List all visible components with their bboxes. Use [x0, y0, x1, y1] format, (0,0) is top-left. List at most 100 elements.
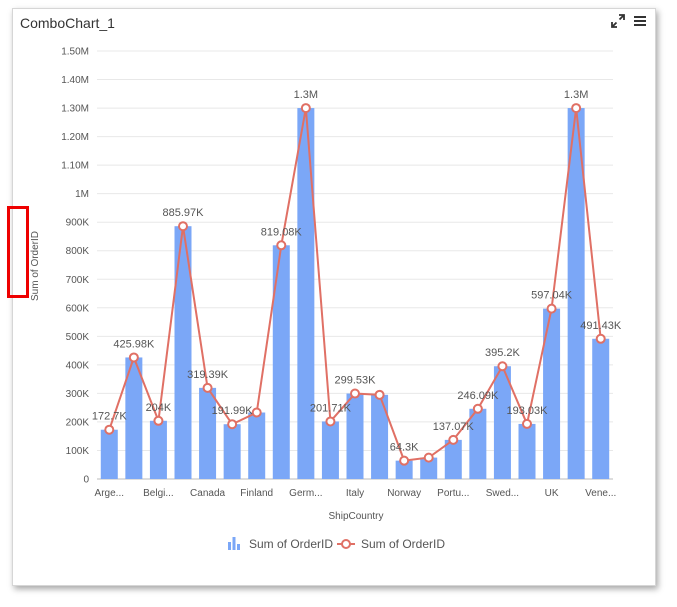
data-label: 597.04K — [531, 290, 573, 302]
bar[interactable] — [493, 366, 511, 479]
bar[interactable] — [199, 387, 217, 479]
x-tick-label: Vene... — [585, 488, 616, 499]
bar[interactable] — [444, 439, 462, 479]
line-point[interactable] — [546, 303, 557, 314]
x-tick-label: Norway — [387, 488, 421, 499]
bar[interactable] — [297, 108, 315, 480]
x-tick-label: Swed... — [486, 488, 519, 499]
data-label: 395.2K — [485, 347, 521, 359]
bar[interactable] — [223, 424, 241, 479]
line-point[interactable] — [128, 352, 139, 363]
data-label: 204K — [146, 402, 172, 414]
data-label: 64.3K — [390, 442, 419, 454]
y-tick-label: 100K — [66, 446, 90, 457]
data-label: 137.07K — [433, 421, 475, 433]
data-label: 1.3M — [564, 89, 588, 101]
y-tick-label: 600K — [66, 303, 90, 314]
x-tick-label: Portu... — [437, 488, 469, 499]
x-tick-label: UK — [545, 488, 559, 499]
y-tick-label: 800K — [66, 246, 90, 257]
x-tick-label: Italy — [346, 488, 364, 499]
line-point[interactable] — [374, 389, 385, 400]
x-axis-title: ShipCountry — [328, 511, 383, 522]
line-point[interactable] — [227, 419, 238, 430]
y-tick-label: 1.30M — [61, 104, 89, 115]
bar[interactable] — [592, 338, 610, 479]
line-point[interactable] — [153, 415, 164, 426]
data-label: 193.03K — [507, 405, 549, 417]
widget-title: ComboChart_1 — [20, 15, 115, 31]
line-point[interactable] — [104, 424, 115, 435]
bar[interactable] — [518, 423, 536, 479]
data-label: 819.08K — [261, 226, 303, 238]
bar[interactable] — [420, 457, 438, 479]
bar[interactable] — [174, 226, 192, 479]
legend-item-bar[interactable]: Sum of OrderID — [228, 537, 333, 551]
y-tick-label: 700K — [66, 275, 90, 286]
bar[interactable] — [321, 421, 339, 479]
y-tick-label: 1.20M — [61, 132, 89, 143]
data-label: 246.09K — [457, 390, 499, 402]
y-tick-label: 1.50M — [61, 47, 89, 58]
y-axis-ticks: 0 100K 200K 300K 400K 500K 600K 700K 800K 900K 1M 1… — [61, 47, 89, 486]
legend-label-bar: Sum of OrderID — [249, 537, 333, 551]
bar[interactable] — [272, 245, 290, 479]
line-point[interactable] — [178, 221, 188, 232]
bar[interactable] — [149, 420, 167, 479]
data-label: 172.7K — [92, 411, 128, 423]
line-point[interactable] — [448, 434, 459, 445]
widget-toolbar — [611, 14, 647, 28]
line-series — [104, 103, 606, 466]
line-point[interactable] — [571, 103, 582, 114]
line-point[interactable] — [276, 240, 287, 251]
y-tick-label: 300K — [66, 389, 90, 400]
bar[interactable] — [346, 393, 364, 479]
data-label: 319.39K — [187, 369, 229, 381]
data-label: 425.98K — [113, 338, 155, 350]
bar[interactable] — [395, 460, 413, 479]
line-point[interactable] — [522, 418, 532, 429]
bar[interactable] — [543, 308, 561, 479]
line-point[interactable] — [497, 361, 508, 372]
x-tick-label: Canada — [190, 488, 225, 499]
chart-widget: ComboChart_1 — [12, 8, 656, 586]
y-tick-label: 1.10M — [61, 161, 89, 172]
legend-item-line[interactable]: Sum of OrderID — [337, 537, 445, 551]
x-axis-ticks: Arge... Belgi... Canada Finland Germ... Italy… — [95, 488, 617, 499]
line-point[interactable] — [350, 388, 360, 399]
bar[interactable] — [567, 108, 585, 480]
expand-icon[interactable] — [611, 14, 625, 28]
data-label: 491.43K — [580, 320, 622, 332]
bar[interactable] — [371, 394, 389, 479]
data-label: 299.53K — [335, 375, 377, 387]
y-tick-label: 500K — [66, 332, 90, 343]
line-point[interactable] — [202, 382, 213, 393]
data-label: 885.97K — [163, 207, 205, 219]
line-point[interactable] — [472, 403, 483, 414]
line-point[interactable] — [251, 407, 262, 418]
line-point[interactable] — [595, 333, 606, 344]
data-label: 201.71K — [310, 402, 352, 414]
bar[interactable] — [125, 357, 143, 479]
bar-legend-icon — [228, 537, 240, 550]
legend: Sum of OrderID Sum of OrderID — [228, 537, 445, 551]
bar[interactable] — [248, 412, 266, 479]
data-label: 191.99K — [212, 405, 254, 417]
bar[interactable] — [469, 408, 487, 479]
line-point[interactable] — [325, 416, 336, 427]
bar-series — [100, 108, 610, 480]
line-point[interactable] — [300, 103, 311, 114]
y-tick-label: 1.40M — [61, 75, 89, 86]
y-tick-label: 1M — [75, 189, 89, 200]
y-tick-label: 0 — [83, 475, 89, 486]
line-point[interactable] — [399, 455, 410, 466]
x-tick-label: Arge... — [95, 488, 124, 499]
data-label: 1.3M — [294, 89, 318, 101]
data-labels: 172.7K 425.98K 204K 885.97K 319.39K 191.99K 81… — [92, 89, 622, 454]
hamburger-menu-icon[interactable] — [633, 14, 647, 28]
x-tick-label: Germ... — [289, 488, 322, 499]
y-axis-title: Sum of OrderID — [30, 231, 41, 301]
bar[interactable] — [100, 429, 118, 479]
line-point[interactable] — [423, 452, 434, 463]
